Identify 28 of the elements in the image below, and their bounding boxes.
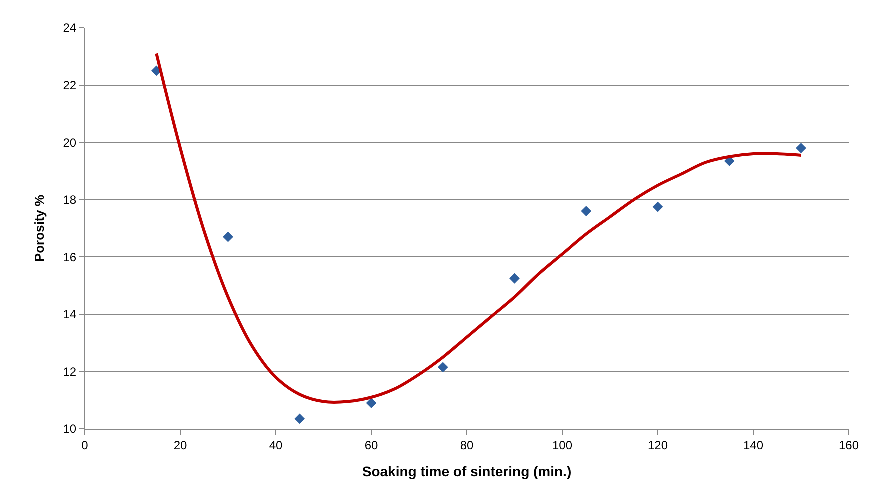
point: [366, 398, 377, 408]
y-tick-label: 20: [63, 136, 77, 150]
point: [581, 206, 592, 217]
line-series: [155, 52, 803, 404]
y-tick-label: 14: [63, 308, 77, 322]
y-tick-label: 24: [63, 21, 77, 36]
x-tick-label: 80: [460, 438, 474, 452]
point: [796, 143, 806, 154]
y-tick-label: 18: [63, 193, 77, 208]
x-tick-label: 40: [269, 438, 283, 452]
y-tick-label: 16: [63, 250, 77, 264]
x-axis-title: Soaking time of sintering (min.): [362, 464, 572, 480]
x-tick-label: 0: [82, 438, 89, 452]
point: [438, 362, 448, 373]
y-tick-label: 12: [63, 364, 77, 379]
point: [223, 232, 234, 242]
y-tick-label: 10: [63, 422, 77, 436]
point: [294, 414, 306, 424]
x-tick-label: 120: [648, 438, 668, 452]
y-tick-label: 22: [63, 78, 77, 92]
y-axis-title: Porosity %: [32, 194, 48, 262]
x-tick-label: 100: [552, 438, 573, 452]
x-tick-label: 60: [364, 438, 378, 452]
x-tick-label: 140: [743, 438, 764, 452]
point: [510, 273, 520, 284]
x-tick-label: 20: [174, 438, 188, 452]
point: [652, 202, 664, 212]
x-tick-label: 160: [838, 438, 860, 452]
